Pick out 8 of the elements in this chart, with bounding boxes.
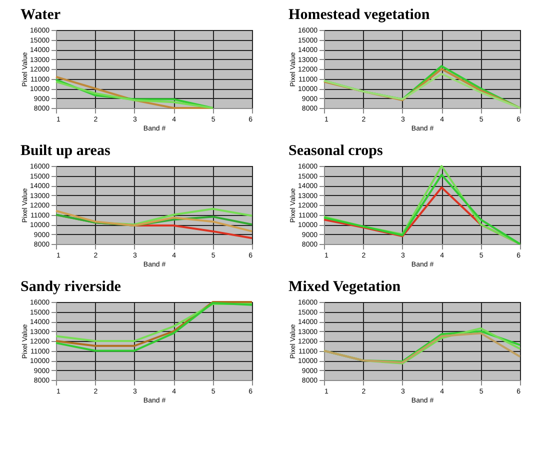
line-series: [55, 214, 253, 226]
chart-title: Mixed Vegetation: [288, 279, 402, 295]
chart-title: Homestead vegetation: [288, 7, 430, 23]
chart-title: Seasonal crops: [288, 143, 384, 159]
line-series: [55, 210, 253, 232]
chart-title: Sandy riverside: [20, 279, 122, 295]
chart-title: Water: [20, 7, 61, 23]
chart-title: Built up areas: [20, 143, 110, 159]
